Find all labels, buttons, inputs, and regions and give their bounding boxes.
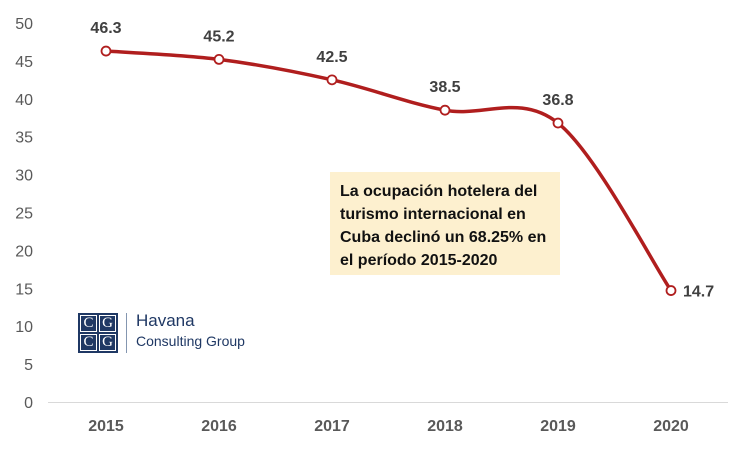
y-tick-label: 45 [15, 54, 33, 71]
data-label: 14.7 [683, 284, 714, 301]
annotation-text: La ocupación hotelera del turismo intern… [340, 183, 547, 269]
data-point [326, 74, 338, 86]
logo-letter-c: C [80, 315, 97, 332]
y-tick-label: 15 [15, 281, 33, 298]
logo-subtitle: Consulting Group [136, 333, 245, 349]
logo-letter-g: G [99, 315, 116, 332]
data-point [100, 45, 112, 57]
y-tick-label: 5 [24, 357, 33, 374]
data-point [665, 285, 677, 296]
y-tick-label: 10 [15, 319, 33, 336]
data-point [552, 117, 564, 129]
logo-name: Havana [136, 311, 195, 330]
y-tick-label: 50 [15, 16, 33, 33]
logo-mark: C G C G [78, 313, 118, 353]
x-tick-label: 2020 [653, 418, 689, 435]
data-label: 42.5 [316, 49, 347, 66]
x-tick-label: 2017 [314, 418, 350, 435]
x-tick-label: 2019 [540, 418, 576, 435]
y-tick-label: 35 [15, 130, 33, 147]
logo-divider [126, 313, 127, 353]
y-tick-label: 0 [24, 395, 33, 412]
data-point [213, 53, 225, 65]
y-tick-label: 25 [15, 206, 33, 223]
y-tick-label: 40 [15, 92, 33, 109]
annotation-box: La ocupación hotelera del turismo intern… [330, 172, 560, 275]
x-tick-label: 2016 [201, 418, 237, 435]
y-tick-label: 20 [15, 243, 33, 260]
logo-letter-g: G [99, 334, 116, 351]
data-label: 38.5 [429, 79, 460, 96]
data-point [439, 104, 451, 116]
data-label: 45.2 [203, 28, 234, 45]
x-tick-label: 2018 [427, 418, 463, 435]
x-tick-label: 2015 [88, 418, 124, 435]
logo-letter-c: C [80, 334, 97, 351]
data-label: 46.3 [90, 20, 121, 37]
data-label: 36.8 [542, 92, 573, 109]
y-tick-label: 30 [15, 168, 33, 185]
